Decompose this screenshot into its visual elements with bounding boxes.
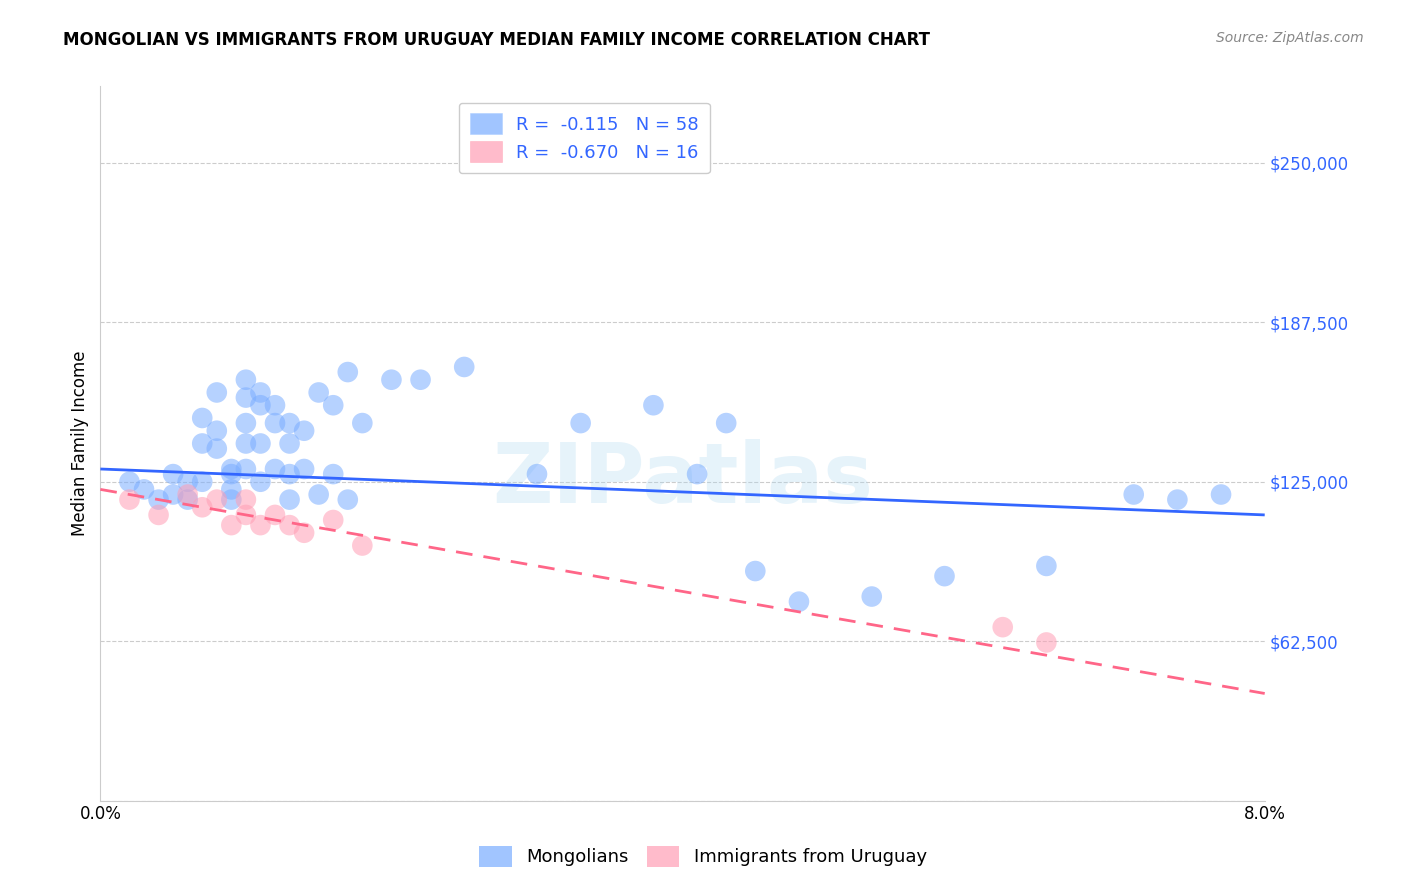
- Legend: R =  -0.115   N = 58, R =  -0.670   N = 16: R = -0.115 N = 58, R = -0.670 N = 16: [458, 103, 710, 173]
- Point: [249, 385, 271, 400]
- Point: [292, 424, 315, 438]
- Point: [1209, 487, 1232, 501]
- Text: ZIPatlas: ZIPatlas: [492, 439, 873, 520]
- Point: [322, 513, 344, 527]
- Point: [235, 462, 257, 476]
- Point: [191, 475, 214, 489]
- Text: Source: ZipAtlas.com: Source: ZipAtlas.com: [1216, 31, 1364, 45]
- Point: [336, 365, 359, 379]
- Point: [991, 620, 1014, 634]
- Point: [118, 475, 141, 489]
- Point: [235, 436, 257, 450]
- Point: [176, 475, 198, 489]
- Point: [1122, 487, 1144, 501]
- Text: MONGOLIAN VS IMMIGRANTS FROM URUGUAY MEDIAN FAMILY INCOME CORRELATION CHART: MONGOLIAN VS IMMIGRANTS FROM URUGUAY MED…: [63, 31, 931, 49]
- Point: [526, 467, 548, 482]
- Point: [264, 508, 287, 522]
- Legend: Mongolians, Immigrants from Uruguay: Mongolians, Immigrants from Uruguay: [472, 838, 934, 874]
- Point: [249, 398, 271, 412]
- Point: [249, 475, 271, 489]
- Point: [205, 424, 228, 438]
- Point: [744, 564, 766, 578]
- Point: [308, 487, 330, 501]
- Point: [352, 416, 374, 430]
- Point: [176, 492, 198, 507]
- Point: [264, 462, 287, 476]
- Point: [787, 594, 810, 608]
- Point: [278, 467, 301, 482]
- Point: [221, 467, 243, 482]
- Point: [118, 492, 141, 507]
- Point: [292, 525, 315, 540]
- Point: [352, 539, 374, 553]
- Point: [162, 467, 184, 482]
- Point: [643, 398, 665, 412]
- Point: [235, 508, 257, 522]
- Point: [409, 373, 432, 387]
- Point: [221, 518, 243, 533]
- Point: [249, 436, 271, 450]
- Point: [205, 442, 228, 456]
- Point: [221, 462, 243, 476]
- Point: [714, 416, 737, 430]
- Point: [205, 385, 228, 400]
- Point: [934, 569, 956, 583]
- Point: [278, 416, 301, 430]
- Point: [278, 436, 301, 450]
- Point: [1166, 492, 1188, 507]
- Point: [191, 411, 214, 425]
- Point: [264, 416, 287, 430]
- Point: [1035, 635, 1057, 649]
- Point: [264, 398, 287, 412]
- Point: [191, 436, 214, 450]
- Point: [176, 487, 198, 501]
- Point: [235, 373, 257, 387]
- Point: [292, 462, 315, 476]
- Point: [308, 385, 330, 400]
- Point: [235, 391, 257, 405]
- Point: [1035, 558, 1057, 573]
- Point: [235, 492, 257, 507]
- Point: [322, 398, 344, 412]
- Point: [148, 492, 170, 507]
- Point: [336, 492, 359, 507]
- Point: [235, 416, 257, 430]
- Point: [132, 483, 155, 497]
- Point: [249, 518, 271, 533]
- Point: [380, 373, 402, 387]
- Point: [221, 492, 243, 507]
- Point: [278, 518, 301, 533]
- Y-axis label: Median Family Income: Median Family Income: [72, 351, 89, 536]
- Point: [322, 467, 344, 482]
- Point: [453, 359, 475, 374]
- Point: [148, 508, 170, 522]
- Point: [860, 590, 883, 604]
- Point: [191, 500, 214, 515]
- Point: [162, 487, 184, 501]
- Point: [569, 416, 592, 430]
- Point: [221, 483, 243, 497]
- Point: [278, 492, 301, 507]
- Point: [686, 467, 709, 482]
- Point: [205, 492, 228, 507]
